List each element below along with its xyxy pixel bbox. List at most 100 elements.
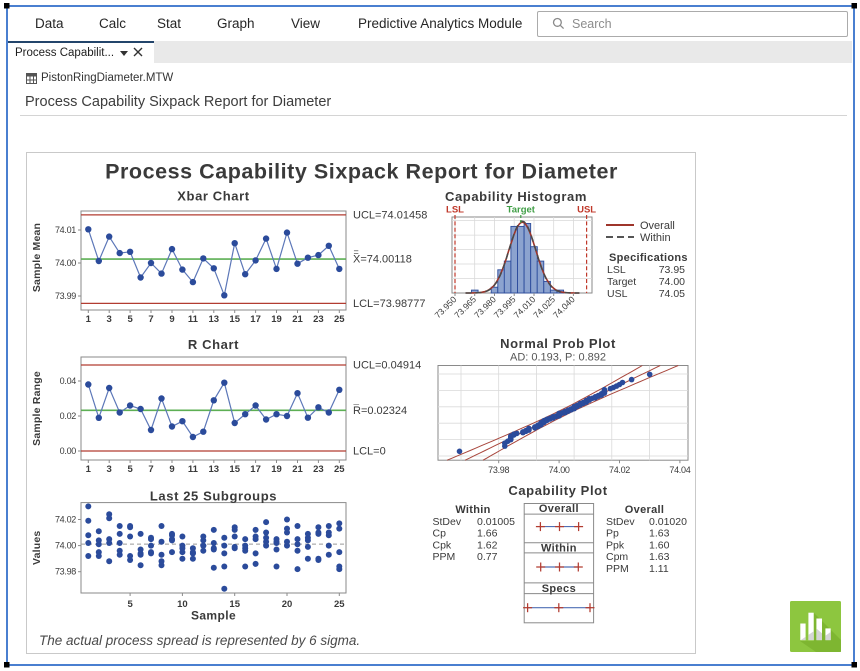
svg-text:0.01005: 0.01005 — [477, 516, 515, 528]
svg-text:7: 7 — [148, 464, 153, 475]
svg-text:73.98: 73.98 — [488, 465, 509, 475]
svg-text:Within: Within — [541, 542, 577, 554]
svg-text:7: 7 — [148, 314, 153, 325]
svg-text:74.02: 74.02 — [55, 515, 76, 525]
svg-text:Target: Target — [507, 205, 536, 216]
svg-text:1.63: 1.63 — [649, 528, 670, 540]
svg-text:19: 19 — [271, 464, 282, 475]
svg-text:Within: Within — [455, 504, 490, 516]
svg-text:Specs: Specs — [542, 583, 576, 595]
svg-text:1.66: 1.66 — [477, 528, 498, 540]
svg-text:74.040: 74.040 — [551, 294, 577, 320]
svg-text:The actual process spread is r: The actual process spread is represented… — [39, 633, 360, 648]
svg-text:UCL=0.04914: UCL=0.04914 — [353, 360, 421, 372]
svg-text:¯: ¯ — [353, 403, 360, 415]
svg-text:LCL=73.98777: LCL=73.98777 — [353, 298, 425, 310]
svg-text:AD: 0.193, P: 0.892: AD: 0.193, P: 0.892 — [510, 352, 606, 364]
svg-text:USL: USL — [577, 205, 596, 216]
svg-text:15: 15 — [229, 314, 240, 325]
svg-text:Normal Prob Plot: Normal Prob Plot — [500, 336, 616, 351]
svg-text:Values: Values — [31, 531, 43, 565]
svg-text:11: 11 — [188, 314, 199, 325]
svg-text:74.05: 74.05 — [659, 288, 685, 300]
svg-text:Overall: Overall — [539, 503, 579, 515]
svg-text:Sample: Sample — [191, 609, 236, 623]
svg-text:0.77: 0.77 — [477, 551, 498, 563]
svg-text:1.60: 1.60 — [649, 539, 670, 551]
svg-text:74.01: 74.01 — [55, 225, 76, 235]
svg-text:23: 23 — [313, 464, 324, 475]
svg-text:Specifications: Specifications — [609, 252, 688, 264]
svg-text:USL: USL — [607, 288, 628, 300]
svg-text:3: 3 — [107, 314, 112, 325]
svg-text:1.62: 1.62 — [477, 539, 498, 551]
svg-text:73.95: 73.95 — [659, 264, 685, 276]
svg-text:Target: Target — [607, 276, 636, 288]
svg-text:Sample Range: Sample Range — [31, 371, 43, 446]
svg-text:Cpk: Cpk — [433, 539, 452, 551]
svg-text:Sample Mean: Sample Mean — [31, 223, 43, 292]
svg-text:PPM: PPM — [606, 563, 629, 575]
svg-text:PPM: PPM — [433, 551, 456, 563]
svg-text:13: 13 — [209, 464, 220, 475]
svg-text:Cp: Cp — [433, 528, 447, 540]
svg-text:Overall: Overall — [625, 504, 664, 516]
svg-text:1.63: 1.63 — [649, 551, 670, 563]
svg-text:19: 19 — [271, 314, 282, 325]
svg-text:R Chart: R Chart — [188, 337, 239, 352]
svg-text:15: 15 — [229, 599, 240, 610]
svg-text:74.00: 74.00 — [549, 465, 570, 475]
svg-text:73.99: 73.99 — [55, 291, 76, 301]
svg-text:R=0.02324: R=0.02324 — [353, 405, 407, 417]
svg-text:Capability Histogram: Capability Histogram — [445, 189, 587, 204]
svg-text:5: 5 — [127, 464, 133, 475]
svg-text:9: 9 — [169, 464, 174, 475]
svg-text:LSL: LSL — [446, 205, 464, 216]
svg-text:74.02: 74.02 — [609, 465, 630, 475]
svg-text:=: = — [354, 247, 359, 257]
svg-text:StDev: StDev — [433, 516, 462, 528]
svg-text:UCL=74.01458: UCL=74.01458 — [353, 209, 427, 221]
svg-text:21: 21 — [292, 464, 303, 475]
svg-text:LCL=0: LCL=0 — [353, 446, 386, 458]
svg-text:0.04: 0.04 — [60, 376, 77, 386]
svg-text:StDev: StDev — [606, 516, 635, 528]
svg-text:10: 10 — [177, 599, 188, 610]
svg-text:0.02: 0.02 — [60, 411, 77, 421]
svg-text:Pp: Pp — [606, 528, 619, 540]
svg-text:Ppk: Ppk — [606, 539, 625, 551]
svg-text:Process Capability Sixpack Rep: Process Capability Sixpack Report for Di… — [105, 160, 618, 184]
svg-text:5: 5 — [127, 599, 133, 610]
svg-text:74.00: 74.00 — [55, 258, 76, 268]
svg-text:25: 25 — [334, 464, 345, 475]
svg-text:Cpm: Cpm — [606, 551, 628, 563]
svg-text:Within: Within — [640, 232, 671, 244]
svg-text:Overall: Overall — [640, 220, 675, 232]
svg-text:Xbar Chart: Xbar Chart — [177, 189, 250, 204]
svg-text:1.11: 1.11 — [649, 563, 669, 575]
svg-text:1: 1 — [86, 314, 92, 325]
svg-text:11: 11 — [188, 464, 199, 475]
svg-text:1: 1 — [86, 464, 92, 475]
svg-text:Capability Plot: Capability Plot — [508, 483, 607, 498]
svg-text:23: 23 — [313, 314, 324, 325]
svg-text:74.00: 74.00 — [55, 541, 76, 551]
svg-text:13: 13 — [209, 314, 220, 325]
svg-text:74.00: 74.00 — [659, 276, 685, 288]
svg-text:LSL: LSL — [607, 264, 626, 276]
svg-text:15: 15 — [229, 464, 240, 475]
svg-text:20: 20 — [282, 599, 293, 610]
svg-text:5: 5 — [127, 314, 133, 325]
svg-text:25: 25 — [334, 314, 345, 325]
svg-text:Last 25 Subgroups: Last 25 Subgroups — [150, 488, 277, 503]
svg-text:0.01020: 0.01020 — [649, 516, 687, 528]
svg-text:21: 21 — [292, 314, 303, 325]
svg-text:3: 3 — [107, 464, 112, 475]
svg-text:73.98: 73.98 — [55, 567, 76, 577]
svg-text:9: 9 — [169, 314, 174, 325]
svg-text:17: 17 — [250, 314, 261, 325]
svg-text:17: 17 — [250, 464, 261, 475]
svg-text:X=74.00118: X=74.00118 — [353, 254, 412, 266]
svg-text:74.04: 74.04 — [669, 465, 690, 475]
svg-text:0.00: 0.00 — [60, 446, 77, 456]
